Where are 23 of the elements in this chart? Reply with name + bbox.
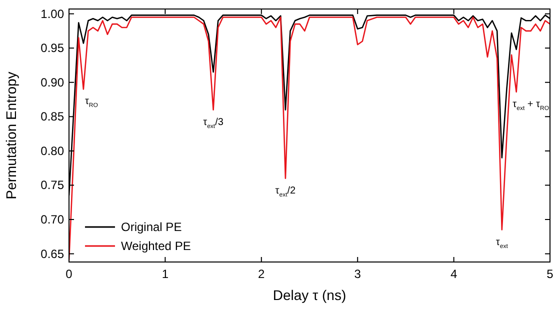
annotation: τ$_{RO}$ [84,96,98,110]
x-tick-label: 5 [546,267,554,281]
legend-label: Weighted PE [121,239,191,253]
x-tick-label: 3 [354,267,362,281]
x-tick-label: 4 [450,267,458,281]
x-axis-title: Delay τ (ns) [272,287,346,303]
legend-label: Original PE [121,220,182,234]
y-axis-title: Permutation Entropy [3,72,19,200]
y-tick-label: 0.95 [40,41,64,56]
annotation: τ$_{ext}$ + τ$_{RO}$ [512,98,550,112]
y-tick-label: 0.90 [40,75,64,90]
annotation: τ$_{ext}$/2 [275,185,296,198]
y-tick-label: 1.00 [40,6,64,21]
y-tick-label: 0.70 [40,212,64,226]
x-tick-label: 1 [162,267,169,281]
y-tick-label: 0.80 [40,144,64,158]
y-tick-label: 0.65 [40,246,64,261]
y-tick-label: 0.85 [40,110,64,124]
annotation: τ$_{ext}$ [496,236,508,250]
x-tick-label: 0 [66,267,73,281]
y-tick-label: 0.75 [40,178,64,192]
annotation: τ$_{ext}$/3 [203,116,224,130]
x-tick-label: 2 [258,267,266,281]
